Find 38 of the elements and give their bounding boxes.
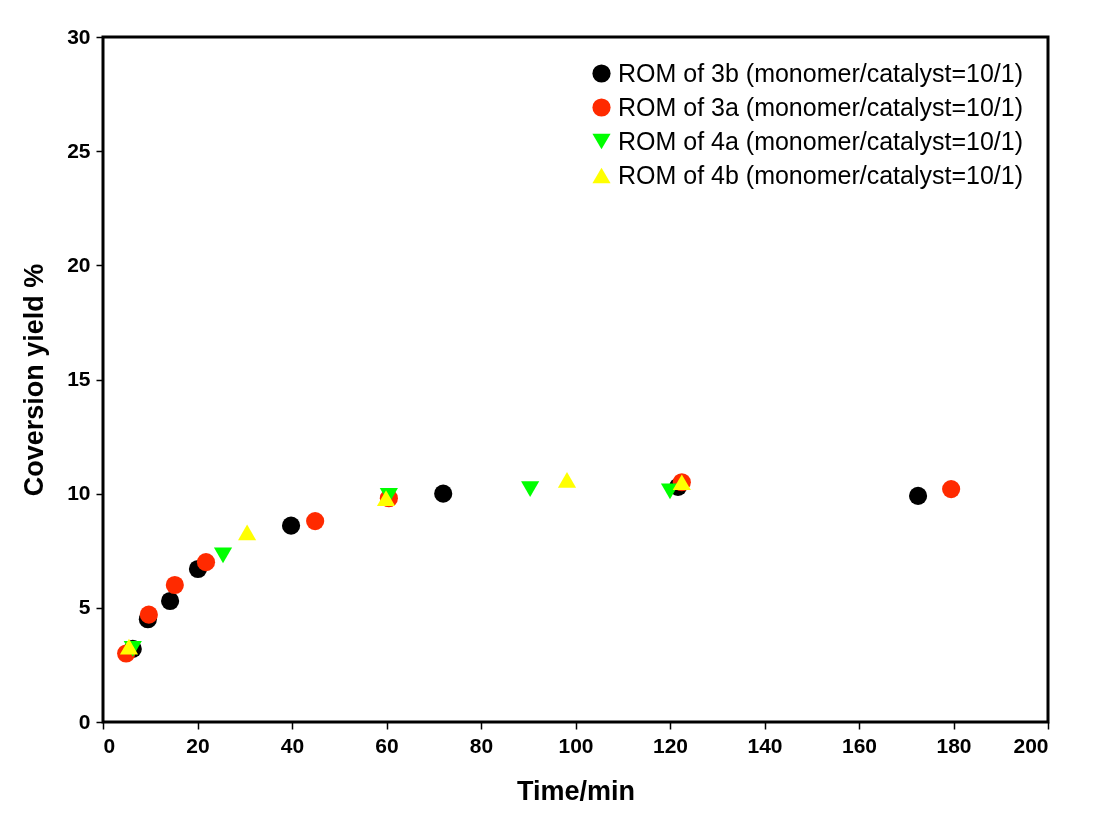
point bbox=[139, 605, 158, 624]
x-tick-label: 100 bbox=[558, 733, 594, 757]
x-tick-label: 140 bbox=[747, 733, 783, 757]
y-tick-label: 20 bbox=[67, 252, 91, 276]
point bbox=[213, 547, 233, 564]
point bbox=[196, 553, 216, 572]
point bbox=[908, 486, 928, 506]
x-tick-label: 120 bbox=[652, 733, 689, 757]
point bbox=[165, 575, 184, 595]
x-tick-label: 160 bbox=[841, 733, 878, 757]
legend-label: ROM of 3b (monomer/catalyst=10/1) bbox=[618, 58, 1024, 87]
legend-label: ROM of 4a (monomer/catalyst=10/1) bbox=[618, 126, 1024, 155]
y-tick-label: 30 bbox=[67, 24, 91, 48]
point bbox=[306, 512, 325, 531]
legend-label: ROM of 3a (monomer/catalyst=10/1) bbox=[618, 92, 1024, 121]
point bbox=[942, 480, 961, 499]
point bbox=[521, 481, 540, 497]
legend-label: ROM of 4b (monomer/catalyst=10/1) bbox=[618, 160, 1024, 189]
point bbox=[119, 638, 139, 655]
y-tick-label: 25 bbox=[67, 138, 91, 162]
x-tick-label: 80 bbox=[469, 733, 494, 757]
point bbox=[434, 484, 453, 503]
point bbox=[281, 516, 301, 535]
y-tick-label: 0 bbox=[78, 709, 91, 733]
point bbox=[238, 524, 257, 541]
point bbox=[557, 472, 577, 488]
y-axis-title: Coversion yield % bbox=[19, 263, 50, 497]
x-tick-label: 0 bbox=[103, 733, 116, 757]
point bbox=[161, 591, 180, 611]
x-tick-label: 20 bbox=[186, 733, 210, 757]
x-axis-title: Time/min bbox=[516, 775, 636, 806]
x-tick-label: 200 bbox=[1013, 733, 1049, 757]
y-tick-label: 15 bbox=[67, 367, 91, 390]
y-tick-label: 5 bbox=[78, 595, 91, 619]
x-tick-label: 60 bbox=[375, 733, 399, 757]
y-tick-label: 10 bbox=[67, 481, 91, 505]
x-tick-label: 180 bbox=[936, 733, 972, 757]
x-tick-label: 40 bbox=[280, 733, 305, 757]
